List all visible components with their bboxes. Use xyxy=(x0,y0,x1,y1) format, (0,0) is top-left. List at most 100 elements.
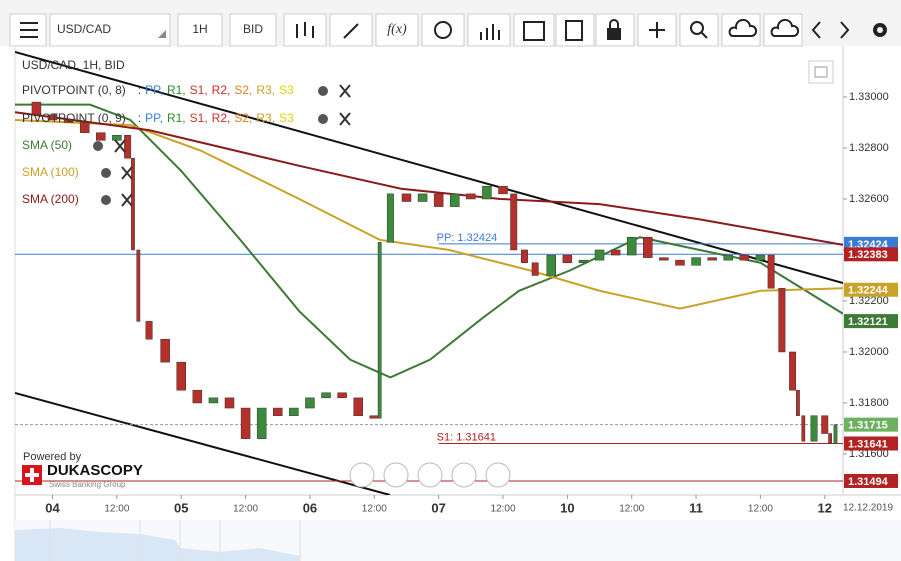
pivot-token: S1, xyxy=(190,111,208,125)
side-button[interactable] xyxy=(229,13,277,47)
branding: Powered by DUKASCOPY Swiss Banking Group xyxy=(22,451,143,489)
candle xyxy=(626,236,637,256)
price-label: 1.32121 xyxy=(848,316,888,328)
crosshair-button[interactable] xyxy=(637,13,677,47)
x-tick-label: 12:00 xyxy=(748,504,773,515)
candle xyxy=(789,351,797,391)
y-tick-label: 1.31600 xyxy=(849,448,889,460)
candle xyxy=(520,249,528,263)
period-button[interactable] xyxy=(177,13,223,47)
candle xyxy=(691,257,701,266)
x-tick-label: 12:00 xyxy=(233,504,258,515)
menu-button[interactable] xyxy=(9,13,47,47)
brand-name: DUKASCOPY xyxy=(47,462,143,479)
nav-right[interactable] xyxy=(485,462,511,488)
x-tick-label: 12:00 xyxy=(490,504,515,515)
candle xyxy=(273,407,283,416)
upload-button[interactable] xyxy=(721,13,761,47)
price-label-bg xyxy=(844,473,898,488)
candle xyxy=(136,249,141,322)
side[interactable]: BID xyxy=(243,22,263,36)
candle xyxy=(594,249,605,261)
candle xyxy=(510,193,518,251)
price-label-bg xyxy=(844,314,898,329)
calendar-button[interactable] xyxy=(513,13,555,47)
candle xyxy=(546,254,557,276)
nav-reset[interactable] xyxy=(417,462,443,488)
nav-zoom-out[interactable] xyxy=(383,462,409,488)
symbol-input[interactable] xyxy=(49,13,171,47)
zoom-button[interactable] xyxy=(679,13,719,47)
candle xyxy=(778,287,786,353)
pivot-token: S2, xyxy=(234,111,252,125)
pivot-level-label: PP: 1.32424 xyxy=(437,232,498,244)
download-button[interactable] xyxy=(763,13,803,47)
x-tick-label: 10 xyxy=(560,500,574,515)
price-label-bg xyxy=(844,282,898,297)
x-tick-label: 12 xyxy=(818,500,832,515)
pivot-name: PIVOTPOINT (0, 8) xyxy=(22,83,126,97)
pivot-name: PIVOTPOINT (0, 9) xyxy=(22,111,126,125)
y-tick-label: 1.33000 xyxy=(849,91,889,103)
report-button[interactable] xyxy=(555,13,595,47)
candle xyxy=(482,185,492,200)
candle xyxy=(821,415,829,434)
y-tick-label: 1.32800 xyxy=(849,142,889,154)
x-tick-label: 12:00 xyxy=(104,504,129,515)
candle xyxy=(31,101,42,116)
draw-button[interactable] xyxy=(329,13,373,47)
logo-cross xyxy=(25,468,39,482)
brand-tagline: Swiss Banking Group xyxy=(49,480,126,489)
candle xyxy=(353,397,363,416)
navigator-area xyxy=(15,528,300,561)
candle xyxy=(240,407,251,439)
legend: USD/CAD, 1H, BID PIVOTPOINT (0, 8): PP, R1… xyxy=(22,58,351,207)
navigator xyxy=(15,520,901,561)
lock-button[interactable] xyxy=(595,13,635,47)
candle xyxy=(79,122,90,133)
info-button[interactable] xyxy=(421,13,465,47)
chart-type-button[interactable] xyxy=(283,13,327,47)
candle xyxy=(369,415,380,419)
settings-button[interactable] xyxy=(873,23,887,37)
legend-entry: SMA (100) xyxy=(22,165,79,179)
scroll-left-button[interactable] xyxy=(811,21,821,39)
candle xyxy=(124,134,132,159)
pivot-token: : xyxy=(138,111,141,125)
x-tick-label: 12:00 xyxy=(619,504,644,515)
function-button[interactable]: f(x) xyxy=(375,13,419,47)
scroll-right-button[interactable] xyxy=(840,21,850,39)
candle xyxy=(796,389,800,416)
candle xyxy=(531,262,539,276)
price-label-bg xyxy=(844,417,898,432)
candle xyxy=(578,259,589,263)
price-label: 1.31494 xyxy=(848,476,889,488)
candle xyxy=(643,236,653,258)
nav-left[interactable] xyxy=(349,462,375,488)
candle xyxy=(377,242,382,419)
candle xyxy=(810,415,818,442)
candle xyxy=(466,193,476,200)
candle xyxy=(610,249,621,256)
period[interactable]: 1H xyxy=(192,22,207,36)
nav-zoom-in[interactable] xyxy=(451,462,477,488)
svg-text:f(x): f(x) xyxy=(387,22,407,37)
candle xyxy=(659,257,669,261)
candle xyxy=(417,193,428,202)
symbol[interactable]: USD/CAD xyxy=(57,22,111,36)
x-tick-label: 11 xyxy=(689,500,703,515)
plot-area: PP: 1.32424 S1: 1.31641 xyxy=(15,51,843,495)
date-label: 12.12.2019 xyxy=(843,503,893,514)
pivot-legend: PIVOTPOINT (0, 8): PP, R1, S1, R2, S2, R3, S3 xyxy=(22,83,294,97)
candle xyxy=(755,254,766,261)
candle xyxy=(767,254,775,289)
price-label: 1.32244 xyxy=(848,285,889,297)
candle xyxy=(208,397,219,404)
popout-button[interactable] xyxy=(808,60,834,84)
pivot-token: R1, xyxy=(167,111,186,125)
toolbar: USD/CAD 1H BID f(x) xyxy=(0,0,901,47)
legend-entry: SMA (200) xyxy=(22,192,79,206)
bars-button[interactable] xyxy=(467,13,511,47)
pivot-level-label: S1: 1.31641 xyxy=(437,431,496,443)
